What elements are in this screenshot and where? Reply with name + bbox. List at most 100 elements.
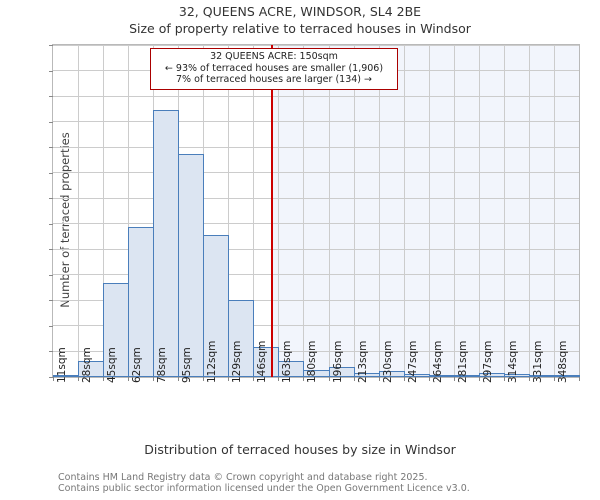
bar [178,153,205,377]
x-tick-mark [78,377,80,381]
x-tick-label: 95sqm [181,347,194,383]
gridline-horizontal [53,121,579,123]
x-tick-mark [153,377,155,381]
x-tick-label: 163sqm [281,340,294,383]
x-tick-mark [253,377,255,381]
annotation-line-1: 32 QUEENS ACRE: 150sqm [210,51,338,62]
x-tick-label: 146sqm [256,340,269,383]
larger-than-marker-region [272,45,579,377]
gridline-horizontal [53,274,579,276]
gridline-vertical [528,45,530,377]
x-tick-mark [553,377,555,381]
x-tick-label: 45sqm [106,347,119,383]
marker-annotation-box: 32 QUEENS ACRE: 150sqm ← 93% of terraced… [150,48,398,90]
gridline-horizontal [53,350,579,352]
y-tick-mark [49,71,53,72]
bar [278,361,305,377]
y-tick-mark [49,122,53,123]
y-tick-mark [49,147,53,148]
chart-subtitle: Size of property relative to terraced ho… [129,21,471,36]
x-tick-label: 196sqm [331,340,344,383]
gridline-horizontal [53,95,579,97]
x-tick-label: 180sqm [306,340,319,383]
y-tick-mark [49,173,53,174]
x-tick-label: 28sqm [81,347,94,383]
y-tick-mark [49,224,53,225]
x-tick-mark [203,377,205,381]
x-tick-mark [478,377,480,381]
y-tick-mark [49,198,53,199]
gridline-horizontal [53,223,579,225]
gridline-vertical [353,45,355,377]
x-tick-label: 314sqm [506,340,519,383]
page-title: 32, QUEENS ACRE, WINDSOR, SL4 2BE [178,4,422,19]
bar [153,110,180,377]
y-tick-mark [49,96,53,97]
x-tick-label: 129sqm [231,340,244,383]
bar [553,375,580,377]
x-tick-label: 264sqm [431,340,444,383]
x-tick-label: 11sqm [56,347,68,383]
plot-area: Number of terraced properties 0501001502… [49,44,580,383]
gridline-horizontal [53,172,579,174]
y-tick-mark [49,326,53,327]
gridline-vertical [478,45,480,377]
x-tick-mark [278,377,280,381]
y-tick-mark [49,45,53,46]
x-tick-mark [453,377,455,381]
bar [103,282,130,377]
gridline-vertical [428,45,430,377]
x-tick-label: 297sqm [481,340,494,383]
bar [253,346,280,377]
annotation-line-3: 7% of terraced houses are larger (134) → [176,74,372,85]
gridline-horizontal [53,146,579,148]
bar [378,370,405,377]
footer-line-2: Contains public sector information licen… [58,483,470,494]
y-axis-title: Number of terraced properties [58,132,72,308]
x-tick-mark [579,377,580,381]
x-tick-mark [178,377,180,381]
x-tick-label: 112sqm [206,340,219,383]
title-block: 32, QUEENS ACRE, WINDSOR, SL4 2BE Size o… [0,4,600,37]
gridline-vertical [228,45,230,377]
gridline-horizontal [53,197,579,199]
gridline-horizontal [53,299,579,301]
x-tick-mark [403,377,405,381]
annotation-line-2: ← 93% of terraced houses are smaller (1,… [164,62,384,74]
gridline-vertical [303,45,305,377]
y-tick-mark [49,300,53,301]
x-tick-mark [53,377,54,381]
x-tick-mark [328,377,330,381]
footer: Contains HM Land Registry data © Crown c… [58,472,598,494]
x-tick-mark [378,377,380,381]
gridline-horizontal [53,44,579,46]
gridline-vertical [103,45,105,377]
marker-line [271,45,274,377]
gridline-vertical [128,45,130,377]
x-tick-mark [303,377,305,381]
x-tick-mark [228,377,230,381]
x-tick-label: 213sqm [356,340,369,383]
gridline-vertical [328,45,330,377]
gridline-vertical [378,45,380,377]
x-tick-mark [128,377,130,381]
x-axis-title: Distribution of terraced houses by size … [144,442,456,457]
bar [228,299,255,377]
y-tick-mark [49,351,53,352]
x-tick-mark [103,377,105,381]
x-tick-mark [353,377,355,381]
x-tick-label: 281sqm [456,340,469,383]
y-tick-mark [49,275,53,276]
x-tick-mark [528,377,530,381]
x-tick-mark [503,377,505,381]
y-tick-mark [49,249,53,250]
gridline-horizontal [53,325,579,327]
x-tick-label: 247sqm [406,340,419,383]
x-tick-label: 331sqm [531,340,544,383]
gridline-vertical [503,45,505,377]
y-tick-mark [49,377,53,378]
gridline-vertical [78,45,80,377]
x-tick-mark [428,377,430,381]
x-tick-label: 78sqm [156,347,169,383]
x-tick-label: 348sqm [556,340,569,383]
